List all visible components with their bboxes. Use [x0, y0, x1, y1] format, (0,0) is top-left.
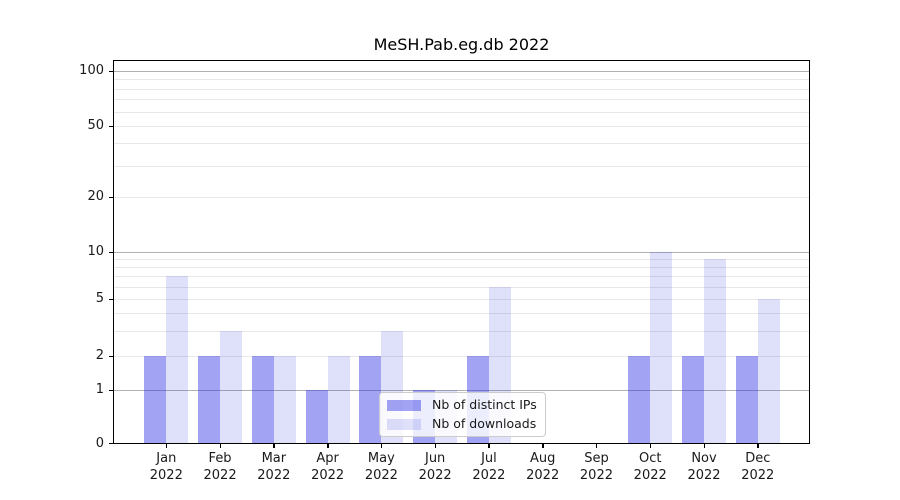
x-tick-mark-aug: [542, 444, 544, 448]
legend-swatch-distinct-ips: [387, 399, 421, 411]
bar-distinct-ips-jan: [144, 356, 167, 444]
x-tick-mark-jun: [434, 444, 437, 448]
gridline-minor-9: [113, 259, 810, 261]
gridline-minor-7: [113, 276, 810, 278]
gridline-minor-5: [113, 299, 810, 300]
x-tick-mark-sep: [595, 444, 598, 448]
x-tick-label-aug: Aug 2022: [526, 451, 560, 483]
x-tick-label-oct: Oct 2022: [633, 451, 667, 483]
y-tick-mark-50: [108, 125, 113, 127]
y-tick-label-0: 0: [95, 435, 104, 451]
bar-downloads-apr: [327, 356, 350, 444]
x-tick-label-jul: Jul 2022: [472, 451, 506, 483]
bar-downloads-feb: [220, 330, 243, 444]
legend-swatch-downloads: [387, 418, 421, 430]
y-tick-mark-0: [108, 443, 113, 445]
bar-distinct-ips-oct: [628, 356, 651, 444]
y-tick-label-50: 50: [87, 118, 104, 133]
x-tick-label-mar: Mar 2022: [257, 451, 291, 483]
gridline-minor-20: [113, 197, 810, 198]
x-tick-mark-may: [380, 444, 383, 448]
y-tick-label-20: 20: [87, 189, 104, 204]
legend: Nb of distinct IPs Nb of downloads: [379, 392, 546, 437]
legend-row-distinct-ips: Nb of distinct IPs: [387, 398, 538, 412]
bar-distinct-ips-dec: [735, 356, 758, 444]
gridline-minor-2: [113, 356, 810, 357]
y-tick-label-1: 1: [95, 382, 104, 397]
x-tick-label-nov: Nov 2022: [687, 451, 721, 483]
x-tick-mark-feb: [219, 444, 221, 448]
x-tick-label-jun: Jun 2022: [418, 451, 452, 483]
x-tick-label-sep: Sep 2022: [579, 451, 613, 483]
gridline-minor-8: [113, 267, 810, 269]
x-tick-mark-dec: [757, 444, 759, 448]
legend-row-downloads: Nb of downloads: [387, 417, 538, 431]
bar-distinct-ips-may: [359, 356, 382, 444]
gridline-minor-80: [113, 88, 810, 90]
gridline-minor-3: [113, 330, 810, 332]
x-tick-label-dec: Dec 2022: [741, 451, 775, 483]
gridline-minor-90: [113, 79, 810, 81]
bar-downloads-mar: [273, 356, 296, 444]
y-tick-label-2: 2: [95, 348, 104, 363]
x-tick-label-jan: Jan 2022: [149, 451, 183, 483]
x-tick-label-may: May 2022: [364, 451, 398, 483]
bar-downloads-oct: [650, 252, 673, 444]
x-tick-label-apr: Apr 2022: [311, 451, 345, 483]
gridline-minor-60: [113, 111, 810, 113]
x-tick-mark-jul: [488, 444, 490, 448]
gridline-minor-40: [113, 143, 810, 145]
x-tick-mark-jan: [165, 444, 168, 448]
y-tick-mark-100: [108, 70, 113, 72]
y-tick-label-10: 10: [87, 244, 104, 259]
chart-title: MeSH.Pab.eg.db 2022: [373, 35, 550, 54]
bar-distinct-ips-feb: [198, 356, 221, 444]
gridline-major-100: [113, 71, 810, 72]
legend-label-downloads: Nb of downloads: [432, 416, 537, 431]
gridline-minor-4: [113, 312, 810, 314]
bar-distinct-ips-nov: [682, 356, 704, 444]
bar-downloads-dec: [757, 299, 780, 444]
x-tick-label-feb: Feb 2022: [203, 451, 237, 483]
y-tick-mark-20: [108, 196, 113, 198]
plot-area: [113, 60, 810, 444]
y-tick-mark-5: [108, 298, 113, 300]
gridline-minor-70: [113, 99, 810, 101]
y-tick-mark-2: [108, 355, 113, 357]
gridline-minor-50: [113, 126, 810, 127]
bar-downloads-jan: [166, 276, 189, 444]
x-tick-mark-nov: [703, 444, 705, 448]
gridline-major-1: [113, 390, 810, 391]
bar-distinct-ips-mar: [251, 356, 274, 444]
legend-label-distinct-ips: Nb of distinct IPs: [432, 397, 537, 412]
x-tick-mark-apr: [327, 444, 329, 448]
gridline-minor-30: [113, 165, 810, 167]
x-tick-mark-oct: [649, 444, 652, 448]
x-tick-mark-mar: [273, 444, 275, 448]
gridline-major-10: [113, 252, 810, 253]
y-tick-mark-1: [108, 389, 113, 391]
bar-distinct-ips-apr: [305, 390, 328, 444]
bar-downloads-nov: [704, 259, 726, 444]
gridline-minor-6: [113, 286, 810, 288]
y-tick-mark-10: [108, 251, 113, 253]
y-tick-label-5: 5: [95, 291, 104, 306]
y-tick-label-100: 100: [79, 63, 104, 78]
